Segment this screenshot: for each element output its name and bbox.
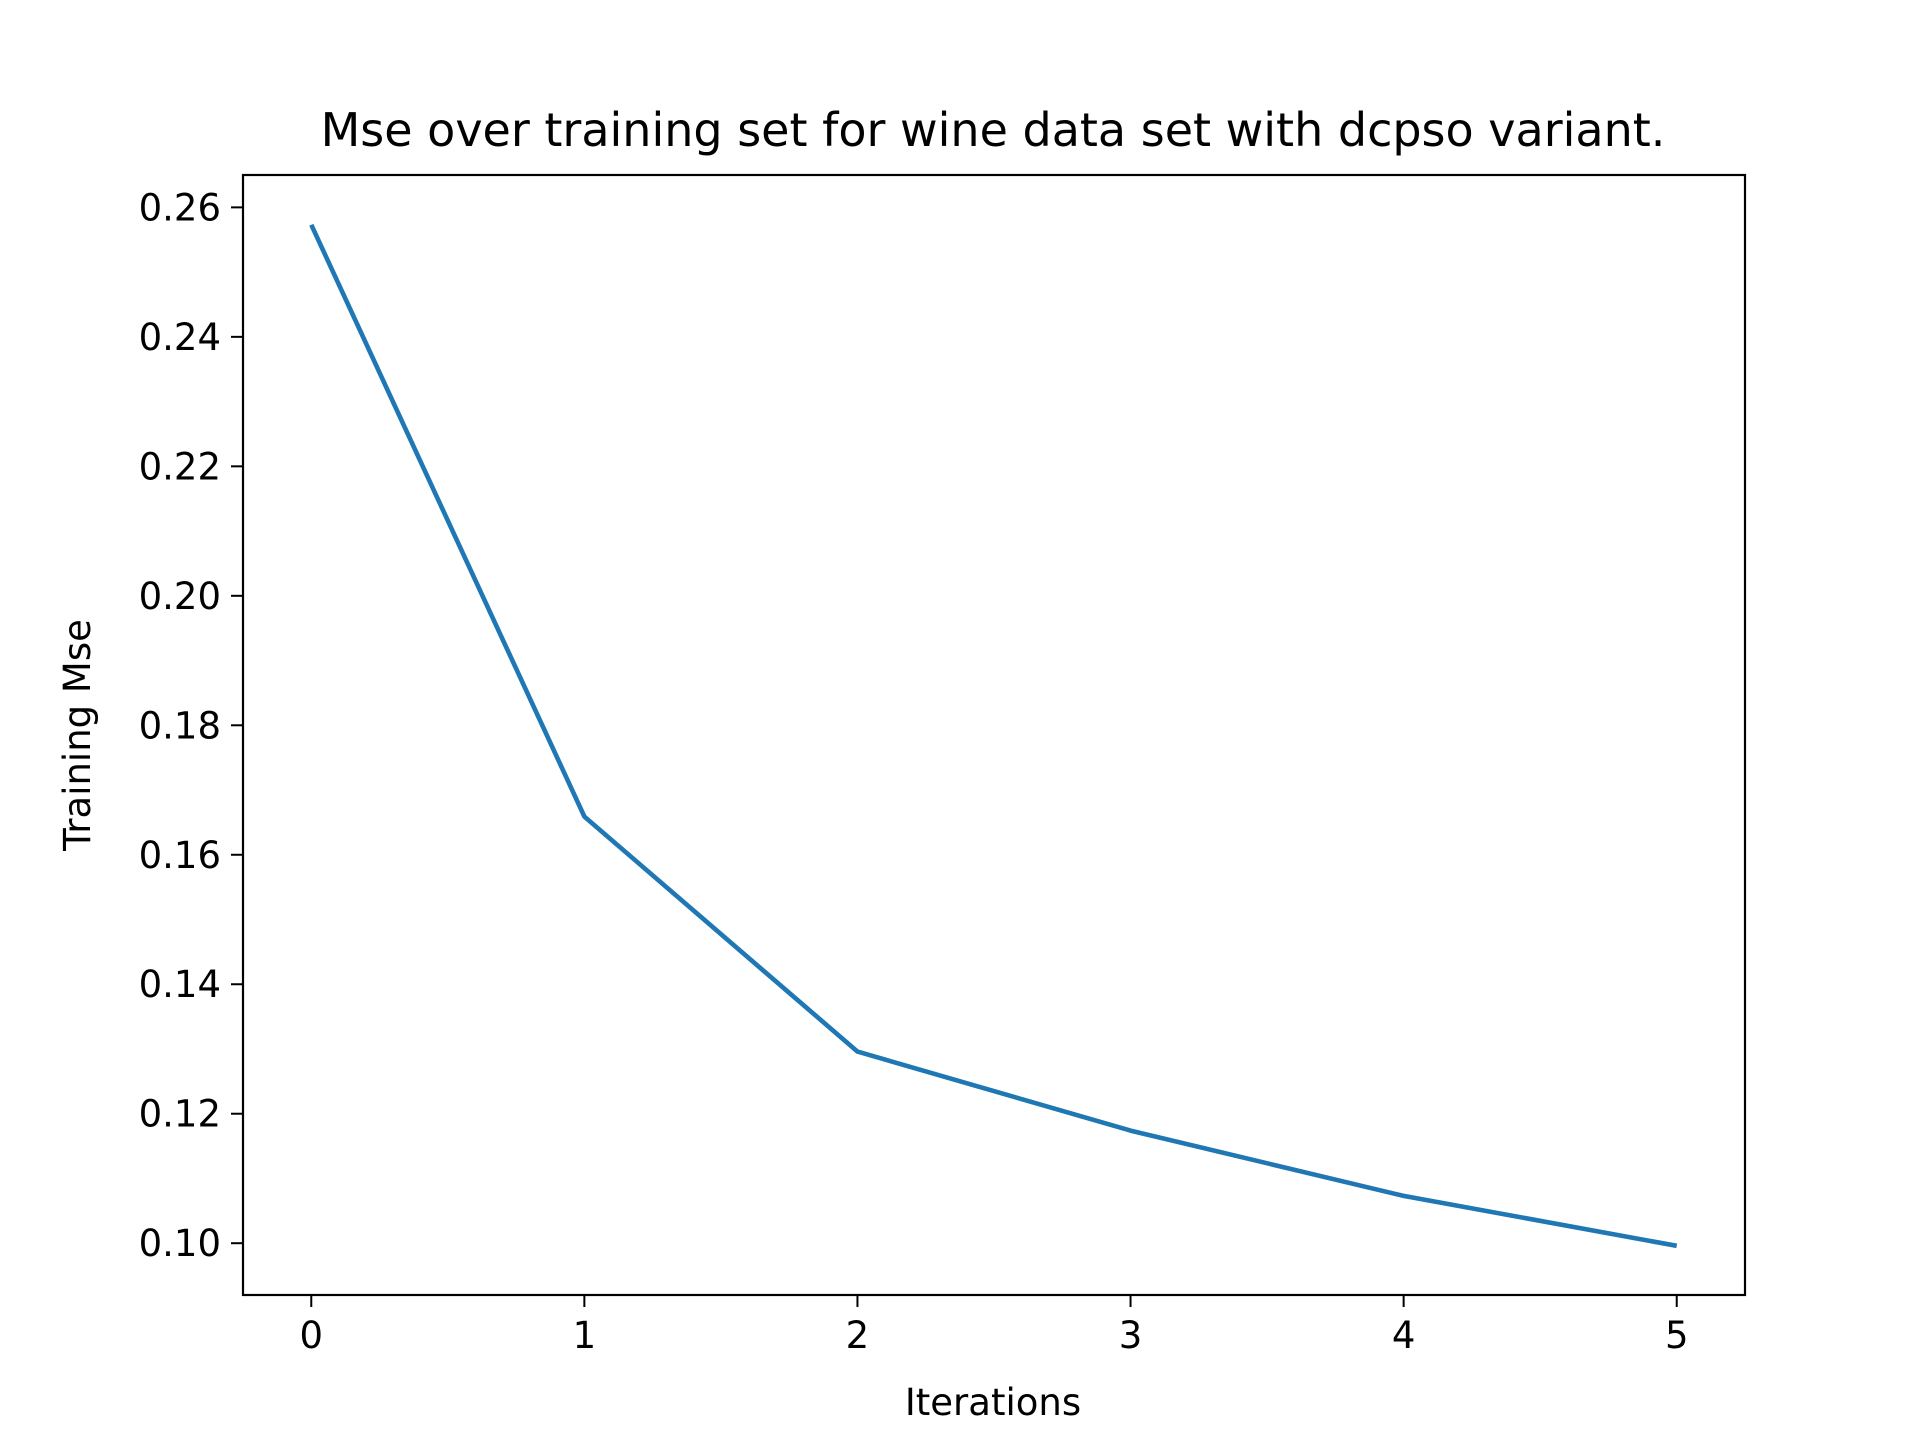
x-tick-label: 3 (1119, 1314, 1143, 1357)
x-tick-label: 5 (1665, 1314, 1689, 1357)
y-tick-label: 0.10 (139, 1222, 221, 1265)
y-tick-label: 0.26 (139, 186, 221, 229)
y-axis-label: Training Mse (56, 619, 99, 852)
y-tick-label: 0.14 (139, 963, 221, 1006)
y-tick-label: 0.20 (139, 575, 221, 618)
y-tick-label: 0.12 (139, 1093, 221, 1136)
x-axis: 0 1 2 3 4 5 (299, 1295, 1689, 1357)
x-tick-label: 2 (846, 1314, 870, 1357)
y-tick-label: 0.18 (139, 704, 221, 747)
x-tick-label: 1 (573, 1314, 597, 1357)
x-axis-label: Iterations (905, 1381, 1081, 1424)
plot-area (309, 223, 1678, 1249)
y-tick-label: 0.22 (139, 445, 221, 488)
y-tick-label: 0.24 (139, 316, 221, 359)
series-line (309, 223, 1678, 1249)
y-axis: 0.10 0.12 0.14 0.16 0.18 0.20 0.22 0.24 0.26 (139, 186, 243, 1265)
x-tick-label: 0 (299, 1314, 323, 1357)
chart-title: Mse over training set for wine data set … (321, 103, 1666, 157)
plot-frame (241, 173, 1747, 1297)
y-tick-label: 0.16 (139, 834, 221, 877)
x-tick-label: 4 (1392, 1314, 1416, 1357)
